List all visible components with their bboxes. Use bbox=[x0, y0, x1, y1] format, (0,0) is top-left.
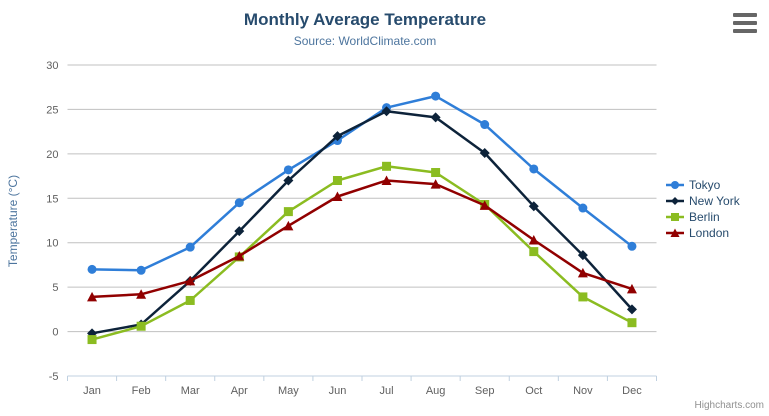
x-axis-label: Feb bbox=[132, 385, 151, 397]
legend: Tokyo New York Berlin London bbox=[666, 177, 740, 241]
hamburger-icon bbox=[733, 21, 757, 25]
legend-item-berlin[interactable]: Berlin bbox=[666, 209, 740, 225]
series-point-tokyo[interactable] bbox=[234, 198, 244, 208]
series-point-tokyo[interactable] bbox=[578, 203, 588, 213]
tokyo-legend-marker-icon bbox=[666, 181, 684, 189]
series-point-tokyo[interactable] bbox=[529, 164, 539, 174]
series-point-berlin[interactable] bbox=[382, 161, 392, 171]
series-point-berlin[interactable] bbox=[529, 247, 539, 257]
series-line-london bbox=[90, 179, 634, 299]
series-point-london[interactable] bbox=[479, 200, 490, 210]
series-point-berlin[interactable] bbox=[185, 295, 195, 305]
series-point-berlin[interactable] bbox=[283, 207, 293, 217]
series-point-berlin[interactable] bbox=[578, 292, 588, 302]
y-axis-label: -5 bbox=[49, 371, 59, 383]
y-axis-label: 5 bbox=[52, 282, 58, 294]
series-point-tokyo[interactable] bbox=[283, 165, 293, 175]
series-point-berlin[interactable] bbox=[627, 318, 637, 328]
x-axis-label: Nov bbox=[573, 385, 593, 397]
series-point-new-york[interactable] bbox=[332, 131, 343, 142]
legend-item-london[interactable]: London bbox=[666, 225, 740, 241]
series-point-london[interactable] bbox=[626, 283, 637, 294]
series-point-london[interactable] bbox=[185, 275, 196, 286]
series-point-new-york[interactable] bbox=[381, 106, 392, 117]
x-axis-label: Dec bbox=[622, 385, 642, 397]
legend-label: New York bbox=[689, 194, 740, 208]
series-point-london[interactable] bbox=[430, 179, 441, 189]
series-point-new-york[interactable] bbox=[626, 304, 637, 315]
series-point-berlin[interactable] bbox=[136, 321, 146, 331]
y-axis-label: 30 bbox=[46, 60, 58, 72]
series-point-new-york[interactable] bbox=[283, 175, 294, 186]
y-axis-label: 10 bbox=[46, 238, 58, 250]
legend-label: London bbox=[689, 226, 730, 240]
series-line-berlin bbox=[90, 165, 634, 341]
chart-subtitle: Source: WorldClimate.com bbox=[293, 34, 437, 48]
x-axis-label: Oct bbox=[525, 385, 542, 397]
legend-label: Berlin bbox=[689, 210, 720, 224]
hamburger-icon bbox=[733, 13, 757, 17]
series-point-london[interactable] bbox=[528, 235, 539, 245]
london-legend-marker-icon bbox=[666, 228, 684, 237]
y-axis-label: 15 bbox=[46, 193, 58, 205]
context-menu-button[interactable] bbox=[733, 13, 757, 33]
berlin-legend-marker-icon bbox=[666, 213, 684, 221]
x-axis-label: Apr bbox=[231, 385, 248, 397]
series-line-tokyo bbox=[90, 94, 634, 272]
series-point-new-york[interactable] bbox=[528, 201, 539, 212]
series-point-tokyo[interactable] bbox=[87, 264, 97, 274]
x-axis-label: Jul bbox=[380, 385, 394, 397]
series-line-new-york bbox=[90, 109, 634, 335]
series-point-tokyo[interactable] bbox=[480, 120, 490, 130]
credits-link[interactable]: Highcharts.com bbox=[694, 400, 764, 411]
legend-item-new-york[interactable]: New York bbox=[666, 193, 740, 209]
yaxis-title: Temperature (°C) bbox=[6, 174, 20, 268]
series-point-new-york[interactable] bbox=[577, 250, 588, 261]
hamburger-icon bbox=[733, 29, 757, 33]
series-point-london[interactable] bbox=[332, 191, 343, 202]
x-axis-label: Jan bbox=[83, 385, 101, 397]
series-point-tokyo[interactable] bbox=[136, 265, 146, 275]
x-axis-label: Mar bbox=[181, 385, 200, 397]
new-york-legend-marker-icon bbox=[666, 197, 684, 205]
series-point-london[interactable] bbox=[283, 220, 294, 231]
series-point-berlin[interactable] bbox=[332, 176, 342, 186]
x-axis-label: Jun bbox=[329, 385, 347, 397]
series-point-new-york[interactable] bbox=[430, 112, 441, 123]
series-point-berlin[interactable] bbox=[431, 168, 441, 178]
series-point-new-york[interactable] bbox=[234, 226, 245, 237]
series-point-london[interactable] bbox=[381, 175, 392, 186]
y-axis-label: 20 bbox=[46, 149, 58, 161]
x-axis-label: May bbox=[278, 385, 299, 397]
chart-title: Monthly Average Temperature bbox=[243, 10, 487, 29]
series-point-london[interactable] bbox=[234, 251, 245, 261]
series-point-tokyo[interactable] bbox=[185, 242, 195, 252]
legend-item-tokyo[interactable]: Tokyo bbox=[666, 177, 740, 193]
series-point-tokyo[interactable] bbox=[431, 91, 441, 101]
series-point-london[interactable] bbox=[87, 291, 98, 302]
series-point-tokyo[interactable] bbox=[627, 241, 637, 251]
series-point-berlin[interactable] bbox=[87, 335, 97, 345]
y-axis-label: 25 bbox=[46, 104, 58, 116]
x-axis-label: Sep bbox=[475, 385, 495, 397]
y-axis-label: 0 bbox=[52, 327, 58, 339]
series-point-new-york[interactable] bbox=[479, 147, 490, 158]
series-point-london[interactable] bbox=[136, 289, 147, 299]
legend-label: Tokyo bbox=[689, 178, 721, 192]
x-axis-label: Aug bbox=[426, 385, 446, 397]
series-point-london[interactable] bbox=[577, 267, 588, 278]
